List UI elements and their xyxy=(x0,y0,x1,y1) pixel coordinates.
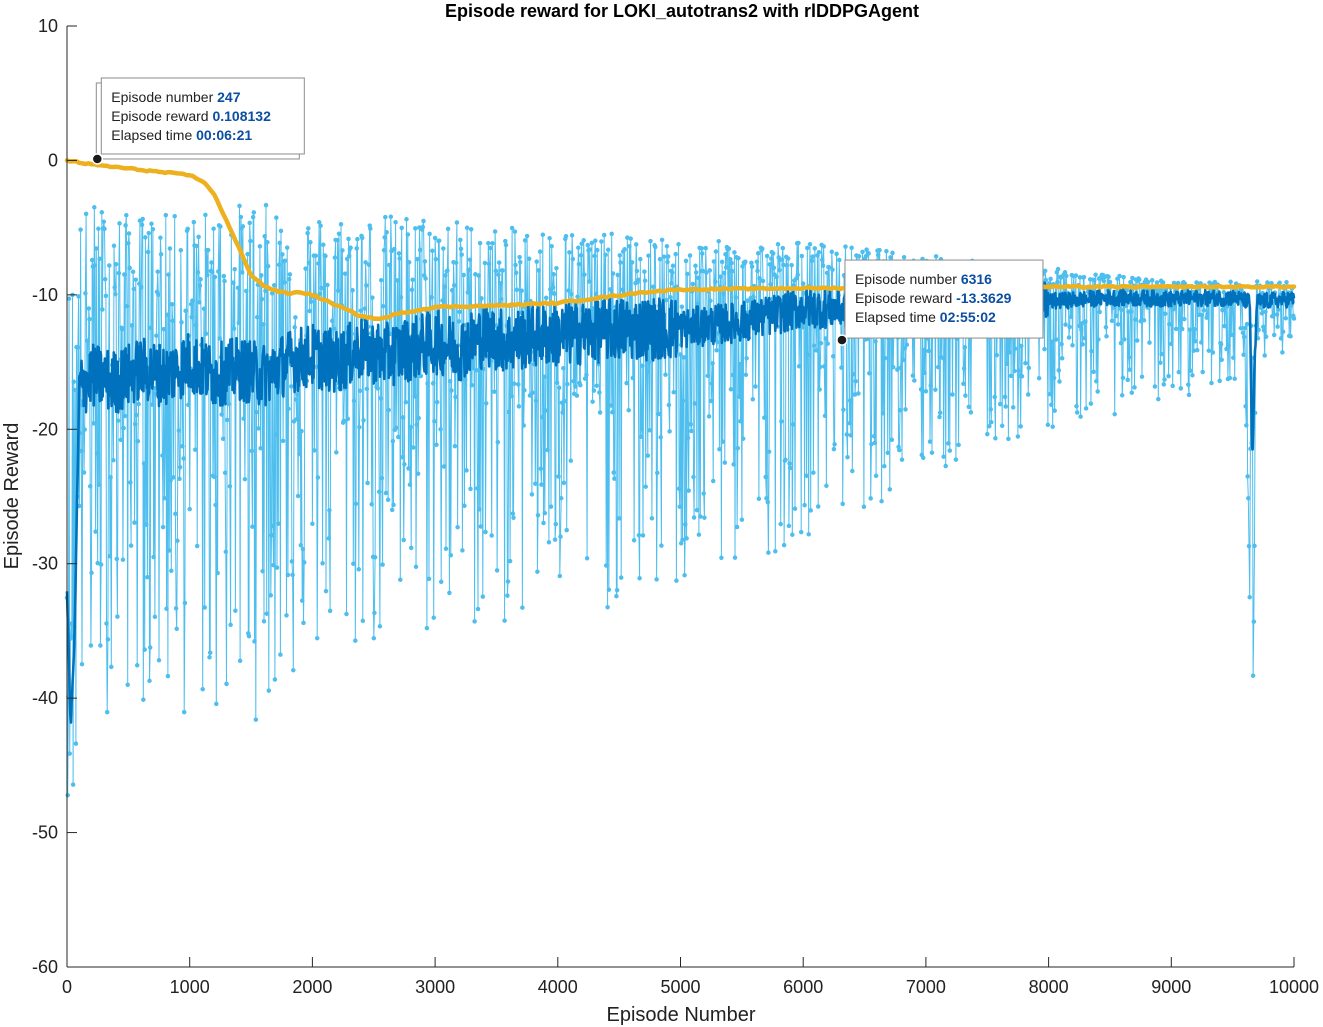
data-tip-line: Episode number 6316 xyxy=(855,271,992,287)
x-axis-ticks: 0 1000 2000 3000 4000 5000 6000 7000 8000 9000 100… xyxy=(62,957,1319,997)
data-tip[interactable]: Episode number 6316 Episode reward -13.36… xyxy=(836,259,1044,346)
data-tip-value: 6316 xyxy=(961,271,992,287)
y-tick-label: -30 xyxy=(32,554,58,574)
data-tip-value: 247 xyxy=(217,89,241,105)
data-tip-line: Episode number 247 xyxy=(111,89,240,105)
data-tip-value: 0.108132 xyxy=(212,108,271,124)
data-tips: Episode number 247 Episode reward 0.10813… xyxy=(91,77,1044,346)
x-tick-label: 10000 xyxy=(1269,977,1319,997)
data-tip-line: Elapsed time 02:55:02 xyxy=(855,309,996,325)
data-tip-box xyxy=(844,259,1044,339)
x-axis-label: Episode Number xyxy=(607,1004,756,1026)
average-reward-series xyxy=(65,280,1296,724)
y-axis-ticks: 10 0 -10 -20 -30 -40 -50 -60 xyxy=(32,16,77,977)
y-tick-label: -50 xyxy=(32,823,58,843)
episode-q0-series xyxy=(64,158,1297,322)
data-tip-value: 00:06:21 xyxy=(196,127,252,143)
x-tick-label: 6000 xyxy=(783,977,823,997)
y-axis-label: Episode Reward xyxy=(1,423,23,570)
x-tick-label: 5000 xyxy=(660,977,700,997)
average-reward-line xyxy=(65,280,1296,724)
x-tick-label: 7000 xyxy=(906,977,946,997)
data-tip-line: Episode reward -13.3629 xyxy=(855,290,1012,306)
data-tip-line: Episode reward 0.108132 xyxy=(111,108,271,124)
y-tick-label: 10 xyxy=(38,16,58,36)
data-tip-marker xyxy=(836,334,848,346)
x-tick-label: 2000 xyxy=(292,977,332,997)
data-tip-value: 02:55:02 xyxy=(940,309,996,325)
episode-q0-line xyxy=(64,158,1297,322)
y-tick-label: -10 xyxy=(32,285,58,305)
y-tick-label: -20 xyxy=(32,419,58,439)
x-tick-label: 0 xyxy=(62,977,72,997)
x-tick-label: 9000 xyxy=(1151,977,1191,997)
chart-title: Episode reward for LOKI_autotrans2 with … xyxy=(445,1,919,21)
x-tick-label: 4000 xyxy=(538,977,578,997)
data-tip[interactable]: Episode number 247 Episode reward 0.10813… xyxy=(91,77,305,165)
data-tip-box xyxy=(100,77,305,155)
data-tip-marker xyxy=(91,153,104,165)
x-tick-label: 8000 xyxy=(1029,977,1069,997)
data-tip-value: -13.3629 xyxy=(956,290,1011,306)
y-tick-label: 0 xyxy=(48,150,58,170)
x-tick-label: 3000 xyxy=(415,977,455,997)
plot-background xyxy=(67,26,1294,967)
y-tick-label: -60 xyxy=(32,957,58,977)
y-tick-label: -40 xyxy=(32,688,58,708)
x-tick-label: 1000 xyxy=(170,977,210,997)
data-tip-line: Elapsed time 00:06:21 xyxy=(111,127,252,143)
plot-area[interactable] xyxy=(64,26,1297,967)
